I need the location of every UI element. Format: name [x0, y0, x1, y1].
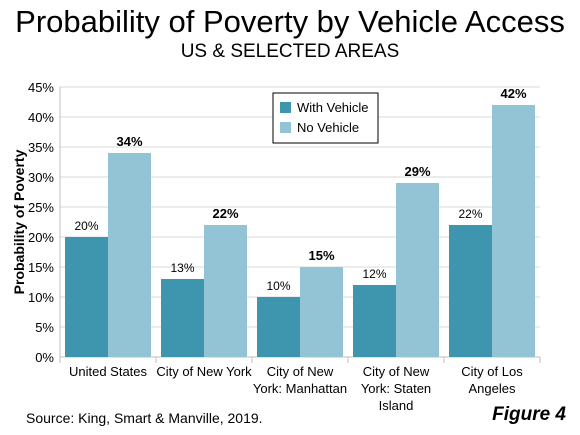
legend-swatch	[280, 122, 291, 133]
y-tick-label: 10%	[28, 290, 54, 305]
data-label: 20%	[74, 219, 98, 233]
data-label: 22%	[212, 206, 238, 221]
data-label: 22%	[458, 207, 482, 221]
figure-label: Figure 4	[492, 404, 566, 425]
legend-label: No Vehicle	[297, 120, 359, 135]
data-label: 29%	[404, 164, 430, 179]
y-tick-label: 5%	[35, 320, 54, 335]
data-label: 34%	[116, 134, 142, 149]
bar	[108, 153, 151, 357]
x-tick-label: City of New York	[156, 364, 252, 379]
data-label: 13%	[170, 261, 194, 275]
y-tick-label: 45%	[28, 80, 54, 95]
y-tick-label: 40%	[28, 110, 54, 125]
x-tick-label: City of New	[363, 364, 430, 379]
x-tick-label: City of Los	[461, 364, 523, 379]
data-label: 42%	[500, 86, 526, 101]
bar	[353, 285, 396, 357]
bar	[300, 267, 343, 357]
bar	[257, 297, 300, 357]
x-tick-label: York: Staten	[361, 381, 431, 396]
chart-title: Probability of Poverty by Vehicle Access	[15, 4, 565, 39]
bar	[65, 237, 108, 357]
legend-label: With Vehicle	[297, 100, 369, 115]
source-note: Source: King, Smart & Manville, 2019.	[26, 410, 263, 426]
x-tick-label: York: Manhattan	[253, 381, 347, 396]
x-tick-label: City of New	[267, 364, 334, 379]
legend-box	[272, 92, 379, 144]
bar	[204, 225, 247, 357]
chart-subtitle: US & SELECTED AREAS	[180, 41, 400, 62]
legend-swatch	[280, 102, 291, 113]
y-tick-label: 20%	[28, 230, 54, 245]
x-tick-label: Angeles	[469, 381, 516, 396]
y-tick-label: 25%	[28, 200, 54, 215]
data-label: 12%	[362, 267, 386, 281]
bar	[492, 105, 535, 357]
y-tick-label: 15%	[28, 260, 54, 275]
x-tick-label: United States	[69, 364, 148, 379]
y-tick-label: 35%	[28, 140, 54, 155]
data-label: 10%	[266, 279, 290, 293]
y-tick-label: 0%	[35, 350, 54, 365]
y-axis-title: Probability of Poverty	[11, 149, 27, 294]
bar	[396, 183, 439, 357]
bar	[449, 225, 492, 357]
data-label: 15%	[308, 248, 334, 263]
x-tick-label: Island	[379, 398, 414, 413]
bar	[161, 279, 204, 357]
y-tick-label: 30%	[28, 170, 54, 185]
